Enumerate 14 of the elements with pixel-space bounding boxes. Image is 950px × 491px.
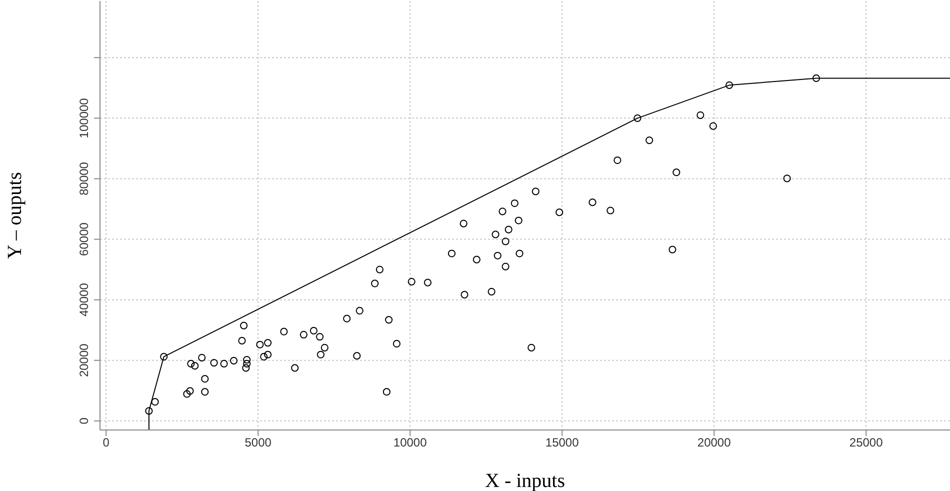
x-tick-label: 10000 (393, 436, 428, 450)
x-tick-label: 15000 (545, 436, 580, 450)
y-tick-label: 80000 (77, 162, 91, 196)
y-tick-label: 20000 (77, 343, 91, 378)
y-axis-title: Y – ouputs (4, 172, 26, 260)
x-tick-label: 25000 (849, 436, 884, 450)
y-tick-label: 40000 (77, 282, 91, 317)
y-tick-label: 60000 (77, 222, 91, 256)
x-axis-title: X - inputs (485, 470, 566, 491)
x-tick-label: 0 (102, 436, 110, 450)
y-tick-label: 0 (77, 417, 91, 424)
x-tick-label: 5000 (244, 436, 272, 450)
y-tick-label: 100000 (77, 98, 91, 138)
x-tick-label: 20000 (697, 436, 732, 450)
